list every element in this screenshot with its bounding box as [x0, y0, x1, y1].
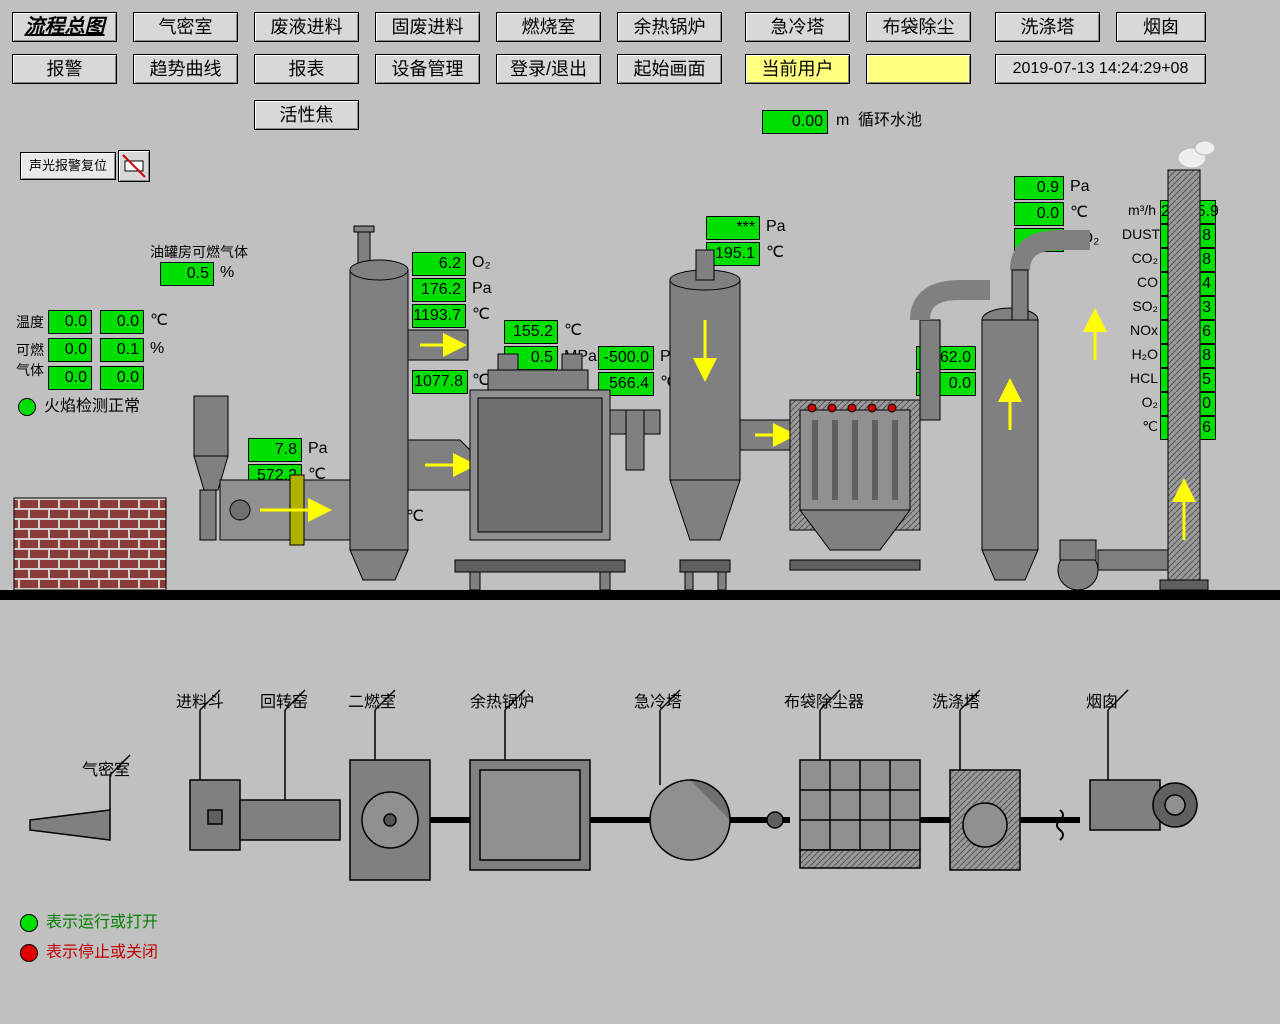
nav-quench[interactable]: 急冷塔 — [745, 12, 850, 42]
schematic-label-hopper: 进料斗 — [176, 688, 224, 712]
schematic-label-baghouse: 布袋除尘器 — [784, 688, 864, 712]
schematic-label-scrubber: 洗涤塔 — [932, 688, 980, 712]
nav-home[interactable]: 起始画面 — [617, 54, 722, 84]
current-user-value — [866, 54, 971, 84]
nav-airtight-room[interactable]: 气密室 — [133, 12, 238, 42]
nav-login[interactable]: 登录/退出 — [496, 54, 601, 84]
pool-value: 0.00 — [762, 110, 828, 134]
process-diagram — [0, 140, 1280, 760]
nav-report[interactable]: 报表 — [254, 54, 359, 84]
nav-stack[interactable]: 烟囱 — [1116, 12, 1206, 42]
nav-flow-overview[interactable]: 流程总图 — [12, 12, 117, 42]
nav-trend[interactable]: 趋势曲线 — [133, 54, 238, 84]
legend-stop-label: 表示停止或关闭 — [46, 942, 158, 964]
nav-baghouse[interactable]: 布袋除尘 — [866, 12, 971, 42]
pool-unit: m — [836, 110, 849, 132]
legend-stop-dot — [20, 944, 38, 962]
legend-run-label: 表示运行或打开 — [46, 912, 158, 934]
pool-label: 循环水池 — [858, 110, 922, 132]
legend-run-dot — [20, 914, 38, 932]
schematic-label-secondary: 二燃室 — [348, 688, 396, 712]
schematic-label-kiln: 回转窑 — [260, 688, 308, 712]
schematic-label-airtight: 气密室 — [82, 756, 130, 780]
nav-equipment[interactable]: 设备管理 — [375, 54, 480, 84]
schematic-label-boiler: 余热锅炉 — [470, 688, 534, 712]
nav-scrubber[interactable]: 洗涤塔 — [995, 12, 1100, 42]
schematic-label-quench: 急冷塔 — [634, 688, 682, 712]
nav-boiler[interactable]: 余热锅炉 — [617, 12, 722, 42]
nav-combustion[interactable]: 燃烧室 — [496, 12, 601, 42]
timestamp: 2019-07-13 14:24:29+08 — [995, 54, 1206, 84]
nav-liquid-feed[interactable]: 废液进料 — [254, 12, 359, 42]
schematic-diagram — [0, 680, 1280, 980]
nav-active-coke[interactable]: 活性焦 — [254, 100, 359, 130]
nav-solid-feed[interactable]: 固废进料 — [375, 12, 480, 42]
nav-alarm[interactable]: 报警 — [12, 54, 117, 84]
schematic-label-stack: 烟囱 — [1086, 688, 1118, 712]
current-user-label: 当前用户 — [745, 54, 850, 84]
